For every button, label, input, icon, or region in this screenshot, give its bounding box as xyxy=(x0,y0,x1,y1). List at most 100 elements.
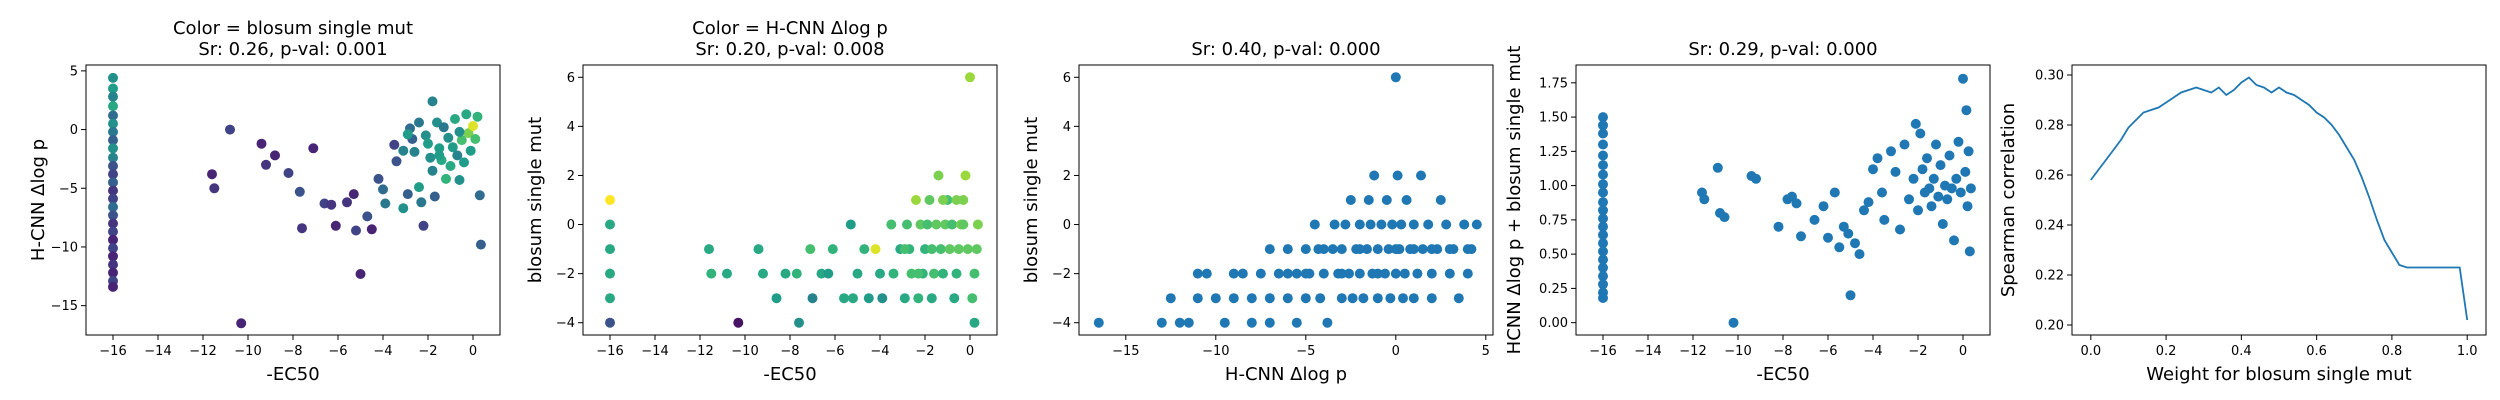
data-point xyxy=(1201,268,1212,279)
y-tick-label: 1.75 xyxy=(1539,76,1568,91)
y-tick-label: 0.28 xyxy=(2035,119,2064,134)
data-point xyxy=(362,211,373,222)
x-tick-label: 0.4 xyxy=(2231,344,2252,359)
data-point xyxy=(1426,293,1437,304)
data-point xyxy=(605,195,615,205)
data-point xyxy=(434,143,445,154)
x-tick-label: −8 xyxy=(283,344,302,359)
data-point xyxy=(1951,173,1962,184)
data-point xyxy=(1210,293,1221,304)
data-point xyxy=(1598,238,1608,249)
data-point xyxy=(924,195,935,205)
chart-title-line: Sr: 0.20, p-val: 0.008 xyxy=(695,39,884,60)
x-tick-label: −2 xyxy=(1908,344,1927,359)
data-point xyxy=(1329,219,1340,230)
subplot-2: −16 −14 −12 −10 −8 −6 −4 −2 0 −4 −2 0 2 4 6 -EC50 blosum… xyxy=(525,18,998,385)
y-tick-label: 4 xyxy=(1063,120,1071,135)
data-point xyxy=(1291,268,1302,279)
data-point xyxy=(470,134,481,144)
data-point xyxy=(1365,219,1376,230)
data-point xyxy=(414,182,424,193)
data-point xyxy=(753,244,764,255)
x-tick-label: −2 xyxy=(418,344,437,359)
data-point xyxy=(1441,219,1452,230)
data-point xyxy=(605,293,615,304)
y-tick-label: −15 xyxy=(51,299,78,314)
data-point xyxy=(1264,317,1275,328)
y-axis-label: Spearman correlation xyxy=(1998,103,2019,297)
data-point xyxy=(465,145,476,156)
data-point xyxy=(1264,244,1275,255)
data-point xyxy=(1942,194,1953,205)
data-point xyxy=(1886,146,1896,157)
data-point xyxy=(605,244,615,255)
x-tick-label: −10 xyxy=(234,344,261,359)
data-point xyxy=(434,150,445,161)
data-point xyxy=(1387,219,1398,230)
data-point xyxy=(1933,191,1944,202)
data-point xyxy=(1598,246,1608,257)
chart-title-line: Sr: 0.29, p-val: 0.000 xyxy=(1688,39,1877,60)
data-point xyxy=(108,91,118,102)
data-point xyxy=(1890,166,1901,177)
data-point xyxy=(1598,229,1608,240)
data-point xyxy=(1380,268,1390,279)
data-point xyxy=(1093,317,1104,328)
data-point xyxy=(1791,198,1802,209)
data-point xyxy=(877,293,888,304)
data-point xyxy=(1372,244,1383,255)
data-point xyxy=(108,118,118,129)
x-tick-label: 5 xyxy=(1482,344,1490,359)
data-point xyxy=(1961,105,1972,116)
data-point xyxy=(1383,244,1394,255)
data-point xyxy=(1336,244,1347,255)
data-point xyxy=(1598,213,1608,224)
x-tick-label: −12 xyxy=(189,344,216,359)
y-tick-label: 0 xyxy=(1063,218,1071,233)
x-tick-label: −14 xyxy=(1634,344,1661,359)
data-layer xyxy=(1093,72,1482,328)
y-tick-label: 0 xyxy=(567,218,575,233)
y-tick-label: 0.75 xyxy=(1539,213,1568,228)
data-point xyxy=(1917,164,1928,175)
data-point xyxy=(1426,268,1437,279)
data-point xyxy=(443,132,454,143)
data-point xyxy=(1192,268,1203,279)
data-point xyxy=(330,220,341,231)
data-point xyxy=(1598,160,1608,171)
data-point xyxy=(427,165,438,176)
data-point xyxy=(1910,118,1921,129)
data-point xyxy=(1843,228,1854,239)
y-tick-label: 0.26 xyxy=(2035,169,2064,184)
data-point xyxy=(852,268,863,279)
data-point xyxy=(1219,317,1230,328)
data-point xyxy=(459,157,469,168)
data-point xyxy=(108,218,118,229)
data-point xyxy=(1915,128,1926,139)
data-point xyxy=(1598,262,1608,273)
data-point xyxy=(366,224,377,235)
y-tick-label: 0.00 xyxy=(1539,316,1568,331)
x-tick-label: −16 xyxy=(1589,344,1616,359)
y-tick-label: 0.22 xyxy=(2035,269,2064,284)
chart-title-line: Sr: 0.40, p-val: 0.000 xyxy=(1191,39,1380,60)
data-point xyxy=(969,317,980,328)
x-tick-label: −4 xyxy=(373,344,392,359)
data-point xyxy=(1372,293,1383,304)
data-point xyxy=(899,244,910,255)
x-tick-label: 0.6 xyxy=(2306,344,2327,359)
x-tick-label: −16 xyxy=(596,344,623,359)
data-point xyxy=(969,268,980,279)
x-tick-label: −10 xyxy=(1724,344,1751,359)
data-point xyxy=(207,169,217,180)
data-point xyxy=(965,72,975,83)
data-point xyxy=(225,124,235,135)
data-point xyxy=(418,220,429,231)
data-point xyxy=(1598,169,1608,180)
data-point xyxy=(1598,179,1608,190)
data-point xyxy=(926,244,937,255)
data-point xyxy=(1282,293,1293,304)
data-point xyxy=(1944,150,1955,161)
data-point xyxy=(1399,268,1410,279)
data-point xyxy=(474,190,485,201)
